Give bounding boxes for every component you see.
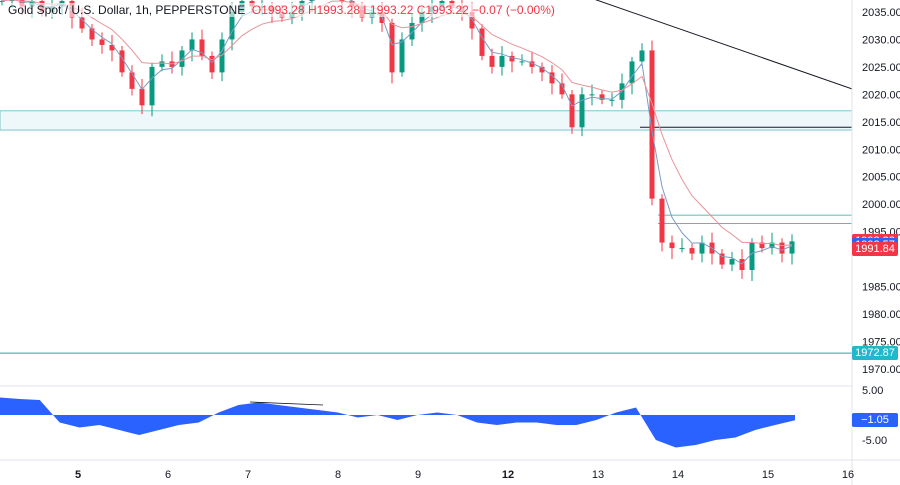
candle	[89, 28, 95, 40]
chart-header: Gold Spot / U.S. Dollar, 1h, PEPPERSTONE…	[8, 3, 555, 17]
price-tag: 1991.84	[852, 241, 898, 256]
candle	[99, 39, 105, 45]
candle	[0, 1, 5, 3]
candle	[679, 248, 685, 250]
candle	[309, 0, 315, 2]
change-value: −0.07 (−0.00%)	[472, 3, 555, 17]
price-tick-label: 2020.00	[862, 89, 900, 101]
osc-tick-label: 5.00	[862, 385, 883, 397]
candle	[749, 242, 755, 271]
price-tick-label: 1970.00	[862, 364, 900, 376]
high-value: H1993.28	[307, 3, 360, 17]
candle	[469, 12, 475, 29]
candle	[569, 94, 575, 128]
candle	[209, 55, 215, 73]
ma-slow-line	[1, 0, 793, 247]
candle	[789, 241, 795, 254]
candle	[409, 22, 415, 40]
price-tick-label: 2030.00	[862, 34, 900, 46]
price-tick-label: 2010.00	[862, 144, 900, 156]
candle	[79, 17, 85, 29]
ma-fast-line	[1, 0, 793, 265]
candle	[129, 72, 135, 89]
time-tick-label: 12	[502, 469, 514, 481]
candle	[9, 0, 15, 2]
candle	[189, 39, 195, 51]
candle	[559, 83, 565, 95]
candle	[489, 55, 495, 67]
candle	[539, 66, 545, 73]
close-value: C1993.22	[416, 3, 469, 17]
candle	[689, 248, 695, 254]
time-tick-label: 15	[762, 469, 774, 481]
candle	[509, 55, 515, 62]
candle	[479, 28, 485, 56]
price-tick-label: 2015.00	[862, 117, 900, 129]
candle	[759, 242, 765, 249]
time-tick-label: 6	[165, 469, 171, 481]
price-tick-label: 2025.00	[862, 62, 900, 74]
time-tick-label: 16	[842, 469, 854, 481]
candle	[639, 50, 645, 62]
oscillator-area	[0, 397, 795, 448]
candle	[339, 0, 345, 2]
candle	[649, 50, 655, 199]
support-zone	[0, 110, 852, 131]
candle	[119, 50, 125, 73]
price-tick-label: 2005.00	[862, 172, 900, 184]
candle	[419, 12, 425, 23]
divergence-line	[249, 401, 324, 406]
candle	[739, 259, 745, 271]
price-tick-label: 1975.00	[862, 336, 900, 348]
open-value: O1993.28	[251, 3, 305, 17]
candle	[199, 39, 205, 56]
time-tick-label: 8	[335, 469, 341, 481]
price-tick-label: 2000.00	[862, 199, 900, 211]
candle	[659, 198, 665, 243]
trendline	[595, 0, 852, 90]
candle	[589, 94, 595, 96]
candle	[389, 22, 395, 73]
candle	[549, 72, 555, 84]
candle	[629, 61, 635, 84]
candle	[519, 61, 525, 63]
osc-tick-label: -5.00	[862, 435, 887, 447]
time-tick-label: 5	[75, 469, 81, 481]
candle	[699, 242, 705, 254]
price-tick-label: 1985.00	[862, 282, 900, 294]
candle	[149, 66, 155, 106]
time-tick-label: 14	[672, 469, 684, 481]
plot-area	[0, 0, 852, 354]
candle	[669, 242, 675, 249]
price-tick-label: 1980.00	[862, 309, 900, 321]
symbol-label: Gold Spot / U.S. Dollar, 1h, PEPPERSTONE	[8, 3, 246, 17]
price-tag: 1972.87	[852, 346, 898, 361]
candle	[499, 55, 505, 67]
candle	[139, 88, 145, 106]
candle	[609, 99, 615, 101]
time-tick-label: 13	[592, 469, 604, 481]
time-tick-label: 7	[245, 469, 251, 481]
candle	[729, 259, 735, 265]
candle	[529, 61, 535, 67]
candle	[179, 50, 185, 67]
candle	[769, 242, 775, 249]
candle	[109, 44, 115, 51]
candle	[579, 94, 585, 128]
candle	[779, 242, 785, 254]
candle	[229, 12, 235, 40]
candle	[399, 39, 405, 73]
candle	[719, 253, 725, 265]
time-tick-label: 9	[415, 469, 421, 481]
candle	[159, 61, 165, 67]
low-value: L1993.22	[363, 3, 414, 17]
oscillator-tag: −1.05	[852, 413, 898, 428]
candle	[599, 94, 605, 100]
candle	[219, 39, 225, 73]
price-tick-label: 2035.00	[862, 7, 900, 19]
